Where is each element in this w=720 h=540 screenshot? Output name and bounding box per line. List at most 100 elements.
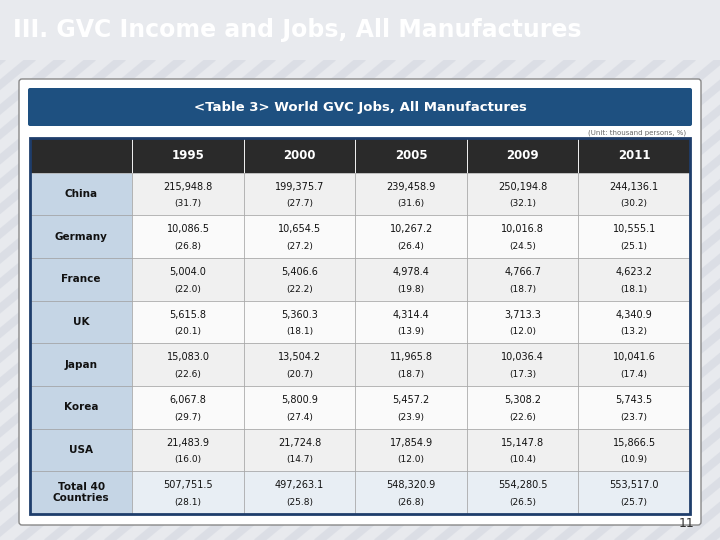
Bar [578,429,690,471]
Bar [30,215,132,258]
Bar [132,138,244,173]
Text: 554,280.5: 554,280.5 [498,481,547,490]
Text: (13.9): (13.9) [397,327,425,336]
Text: 5,360.3: 5,360.3 [282,310,318,320]
Bar [244,215,356,258]
Bar [30,138,690,514]
Text: (22.0): (22.0) [175,285,202,294]
Text: 15,147.8: 15,147.8 [501,438,544,448]
Bar [578,258,690,301]
Text: UK: UK [73,317,89,327]
Text: 10,555.1: 10,555.1 [613,224,656,234]
Text: (12.0): (12.0) [509,327,536,336]
Text: Japan: Japan [65,360,98,370]
Text: 17,854.9: 17,854.9 [390,438,433,448]
Bar [467,258,578,301]
Bar [356,301,467,343]
Text: (12.0): (12.0) [397,455,425,464]
Text: 2000: 2000 [284,149,316,162]
Text: (25.8): (25.8) [286,498,313,507]
Bar [132,301,244,343]
Text: (22.6): (22.6) [175,370,202,379]
Text: (31.7): (31.7) [174,199,202,208]
Bar [578,471,690,514]
Text: USA: USA [69,445,93,455]
Text: 4,766.7: 4,766.7 [504,267,541,277]
Bar [244,429,356,471]
Text: (26.8): (26.8) [174,242,202,251]
Text: (32.1): (32.1) [509,199,536,208]
Bar [356,258,467,301]
Text: China: China [65,189,98,199]
Text: (14.7): (14.7) [286,455,313,464]
Text: 244,136.1: 244,136.1 [610,181,659,192]
Text: 5,406.6: 5,406.6 [282,267,318,277]
Text: (10.4): (10.4) [509,455,536,464]
Bar [467,471,578,514]
Bar [132,386,244,429]
Text: 10,036.4: 10,036.4 [501,353,544,362]
Bar [467,173,578,215]
Text: 507,751.5: 507,751.5 [163,481,213,490]
Text: (27.7): (27.7) [286,199,313,208]
Text: 10,267.2: 10,267.2 [390,224,433,234]
Bar [467,138,578,173]
Text: 10,041.6: 10,041.6 [613,353,656,362]
Bar [30,138,132,173]
Bar [467,215,578,258]
Text: (31.6): (31.6) [397,199,425,208]
Text: (18.7): (18.7) [509,285,536,294]
Text: 15,866.5: 15,866.5 [613,438,656,448]
Text: 5,308.2: 5,308.2 [504,395,541,405]
Bar [356,471,467,514]
Text: (18.1): (18.1) [286,327,313,336]
Bar [132,215,244,258]
Text: (23.7): (23.7) [621,413,648,422]
Text: (19.8): (19.8) [397,285,425,294]
Bar [356,138,467,173]
Bar [132,471,244,514]
Text: (26.4): (26.4) [397,242,425,251]
Text: 5,800.9: 5,800.9 [282,395,318,405]
Text: (Unit: thousand persons, %): (Unit: thousand persons, %) [588,130,686,137]
Bar [132,258,244,301]
Text: (20.7): (20.7) [286,370,313,379]
Text: (22.6): (22.6) [509,413,536,422]
Bar [30,343,132,386]
Text: (27.4): (27.4) [286,413,313,422]
Text: Korea: Korea [64,402,99,413]
Bar [467,301,578,343]
Text: 11,965.8: 11,965.8 [390,353,433,362]
Text: France: France [61,274,101,284]
Text: 3,713.3: 3,713.3 [504,310,541,320]
Text: (28.1): (28.1) [174,498,202,507]
Text: 5,615.8: 5,615.8 [170,310,207,320]
Text: 215,948.8: 215,948.8 [163,181,212,192]
Text: (10.9): (10.9) [621,455,648,464]
Text: (23.9): (23.9) [397,413,425,422]
Bar [244,386,356,429]
Bar [578,343,690,386]
Text: 10,654.5: 10,654.5 [278,224,321,234]
Text: (25.7): (25.7) [621,498,648,507]
Text: Germany: Germany [55,232,107,241]
Text: 4,623.2: 4,623.2 [616,267,653,277]
Text: III. GVC Income and Jobs, All Manufactures: III. GVC Income and Jobs, All Manufactur… [13,18,582,42]
Bar [244,343,356,386]
Text: (30.2): (30.2) [621,199,648,208]
Bar [356,386,467,429]
Text: 497,263.1: 497,263.1 [275,481,324,490]
Text: 15,083.0: 15,083.0 [166,353,210,362]
Text: (22.2): (22.2) [287,285,313,294]
Bar [132,173,244,215]
Text: <Table 3> World GVC Jobs, All Manufactures: <Table 3> World GVC Jobs, All Manufactur… [194,100,526,113]
Bar [30,386,132,429]
Bar [132,343,244,386]
Bar [30,173,132,215]
Text: (24.5): (24.5) [509,242,536,251]
Bar [30,429,132,471]
Bar [244,258,356,301]
Bar [244,173,356,215]
Bar [578,173,690,215]
Bar [356,173,467,215]
